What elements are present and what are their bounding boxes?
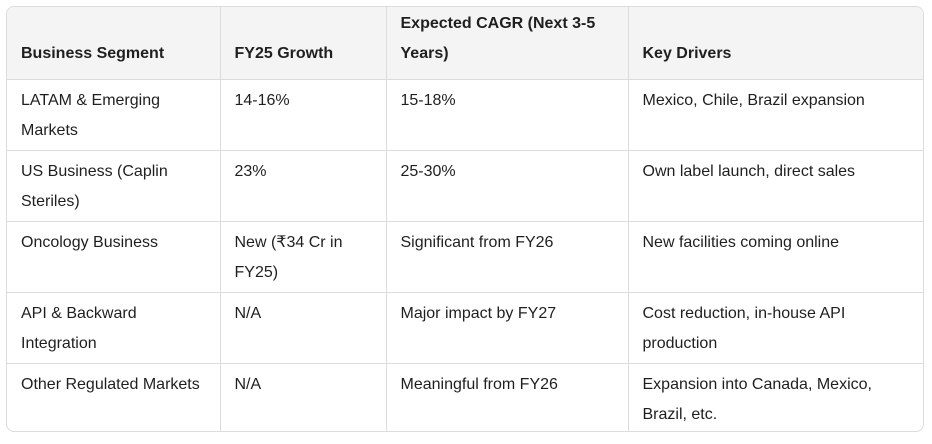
cell-key-drivers: Cost reduction, in-house API production: [628, 292, 923, 364]
cell-business-segment: Other Regulated Markets: [7, 363, 221, 431]
cell-key-drivers: New facilities coming online: [628, 221, 923, 293]
segment-growth-table-container: Business Segment FY25 Growth Expected CA…: [6, 6, 924, 432]
cell-expected-cagr: Meaningful from FY26: [386, 363, 629, 431]
header-fy25-growth: FY25 Growth: [220, 7, 387, 80]
cell-fy25-growth: N/A: [220, 363, 387, 431]
header-key-drivers: Key Drivers: [628, 7, 923, 80]
cell-business-segment: API & Backward Integration: [7, 292, 221, 364]
cell-fy25-growth: 23%: [220, 150, 387, 222]
header-business-segment: Business Segment: [7, 7, 221, 80]
cell-key-drivers: Expansion into Canada, Mexico, Brazil, e…: [642, 375, 872, 423]
cell-expected-cagr: Significant from FY26: [386, 221, 629, 293]
cell-fy25-growth: New (₹34 Cr in FY25): [220, 221, 387, 293]
table-row: Oncology Business New (₹34 Cr in FY25) S…: [7, 221, 923, 293]
table-row: US Business (Caplin Steriles) 23% 25-30%…: [7, 150, 923, 222]
cell-key-drivers: Mexico, Chile, Brazil expansion: [628, 79, 923, 151]
cell-fy25-growth: N/A: [220, 292, 387, 364]
cell-expected-cagr: 25-30%: [386, 150, 629, 222]
table-row: LATAM & Emerging Markets 14-16% 15-18% M…: [7, 79, 923, 151]
header-expected-cagr: Expected CAGR (Next 3-5 Years): [386, 7, 629, 80]
table-row: Other Regulated Markets N/A Meaningful f…: [7, 363, 923, 431]
cell-business-segment: Oncology Business: [7, 221, 221, 293]
cell-fy25-growth: 14-16%: [220, 79, 387, 151]
table-header-row: Business Segment FY25 Growth Expected CA…: [7, 7, 923, 80]
cell-expected-cagr: Major impact by FY27: [386, 292, 629, 364]
cell-key-drivers: Own label launch, direct sales: [628, 150, 923, 222]
cell-expected-cagr: 15-18%: [386, 79, 629, 151]
segment-growth-table: Business Segment FY25 Growth Expected CA…: [7, 7, 923, 431]
cell-business-segment: US Business (Caplin Steriles): [7, 150, 221, 222]
table-row: API & Backward Integration N/A Major imp…: [7, 292, 923, 364]
cell-business-segment: LATAM & Emerging Markets: [7, 79, 221, 151]
